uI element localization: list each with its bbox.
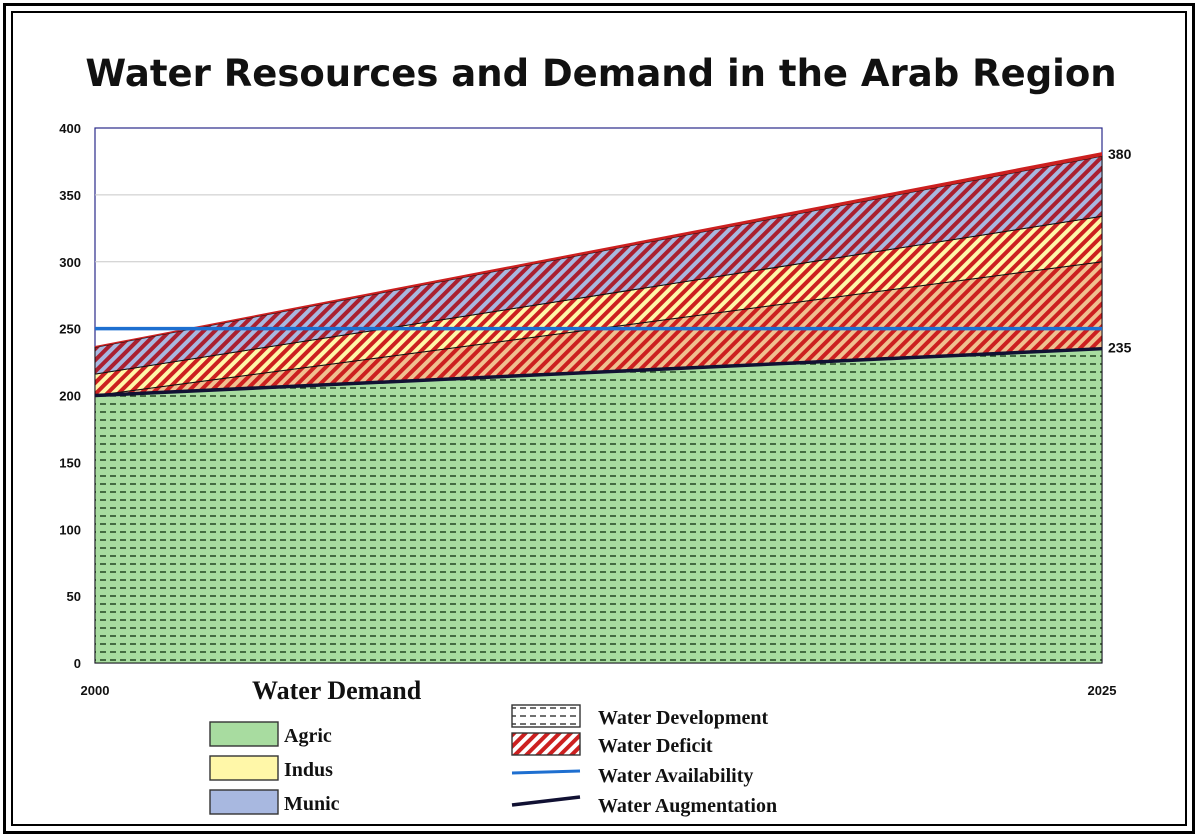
chart-title: Water Resources and Demand in the Arab R… (85, 52, 1117, 95)
y-tick-label: 300 (59, 255, 81, 270)
legend-label-water-augmentation: Water Augmentation (598, 795, 777, 817)
legend-label-indus: Indus (284, 759, 333, 781)
total-outline-band (95, 152, 1102, 348)
y-tick-label: 150 (59, 455, 81, 470)
y-tick-label: 0 (74, 656, 81, 671)
legend-swatch-indus (209, 755, 279, 781)
legend-label-water-deficit: Water Deficit (598, 735, 713, 757)
legend-line-water-augmentation (511, 795, 581, 807)
legend-label-munic: Munic (284, 793, 340, 815)
inner-frame (11, 11, 1187, 826)
y-tick-label: 50 (67, 589, 81, 604)
legend-label-water-development: Water Development (598, 707, 768, 729)
legend-label-agric: Agric (284, 725, 332, 747)
x-tick-label: 2000 (81, 683, 110, 698)
legend-swatch-agric (209, 721, 279, 747)
legend-label-water-availability: Water Availability (598, 765, 753, 787)
legend-demand-title: Water Demand (252, 676, 422, 705)
area-agric (94, 348, 1103, 664)
y-tick-label: 400 (59, 121, 81, 136)
legend-swatch-water-deficit (511, 732, 581, 756)
x-tick-label: 2025 (1088, 683, 1117, 698)
y-tick-label: 200 (59, 389, 81, 404)
y-tick-label: 350 (59, 188, 81, 203)
y-tick-label: 250 (59, 322, 81, 337)
legend-swatch-munic (209, 789, 279, 815)
data-label: 380 (1108, 146, 1132, 162)
legend-line-water-availability (511, 769, 581, 775)
y-tick-label: 100 (59, 522, 81, 537)
water-augmentation-line (94, 346, 1103, 398)
data-label: 235 (1108, 340, 1132, 356)
outer-frame (3, 3, 1195, 834)
legend-swatch-water-development (511, 704, 581, 728)
